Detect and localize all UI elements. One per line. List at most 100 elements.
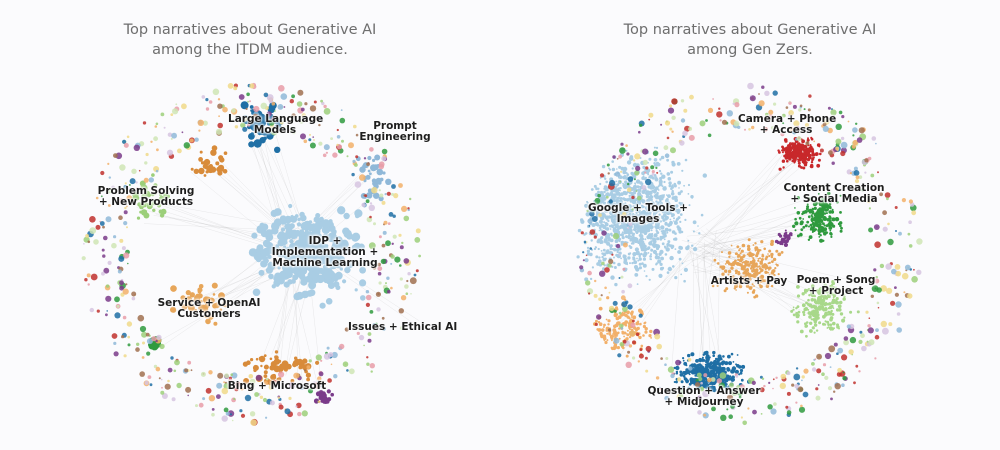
network-edge [708,200,802,234]
network-node [641,185,647,191]
network-node [315,360,320,365]
network-node [287,121,292,125]
network-node [882,327,889,335]
network-node [375,322,378,325]
network-node [770,126,775,130]
network-node [288,396,292,400]
network-node [744,261,747,265]
network-node [600,250,603,252]
network-node [667,223,671,227]
network-node [611,160,614,163]
network-node [821,211,824,215]
network-node [831,300,835,305]
network-node [908,199,913,204]
network-node [745,281,748,284]
network-edge [704,255,712,372]
network-node [359,174,366,181]
network-node [638,257,642,261]
network-node [108,176,112,179]
network-node [820,213,823,217]
network-node [381,326,386,331]
network-node [649,195,652,198]
network-node [696,372,702,378]
network-node [645,178,652,186]
network-node [267,254,272,259]
network-node [367,169,371,173]
network-node [761,254,765,258]
network-node [651,232,654,236]
network-node [838,327,840,330]
network-node [251,232,258,239]
network-node [321,225,330,235]
network-node [830,109,837,116]
network-node [671,115,676,120]
network-node [769,276,773,280]
network-node [151,173,155,177]
network-node [610,232,613,236]
network-node [797,164,801,168]
network-node [608,258,614,265]
network-node [822,294,827,299]
network-node [661,174,666,179]
network-node [684,158,688,162]
network-node [802,218,805,220]
network-node [735,375,739,378]
network-node [300,214,307,222]
network-node [747,263,750,267]
network-node [627,227,630,230]
network-node [318,141,323,146]
network-node [159,213,165,218]
network-node [218,155,224,161]
network-node [781,159,786,163]
network-node [664,227,669,232]
network-node [616,168,618,170]
network-node [610,245,613,248]
network-node [742,420,747,426]
network-node [674,206,677,210]
network-node [810,219,814,222]
network-node [811,284,815,288]
network-node [807,137,809,140]
network-node [828,150,833,156]
network-node [731,375,735,378]
network-node [269,357,273,361]
network-node [700,381,703,385]
network-node [158,209,163,214]
network-node [673,182,677,186]
network-node [796,305,800,308]
network-node [327,378,332,383]
network-node [381,316,385,320]
network-node [840,141,848,149]
network-node [609,228,612,230]
network-node [724,361,729,366]
network-node [643,244,647,249]
network-node [603,239,607,242]
network-node [100,195,103,198]
network-node [635,321,640,326]
network-node [794,221,799,226]
network-node [664,253,668,256]
network-node [589,229,596,235]
network-node [621,224,625,228]
network-node [295,405,298,408]
network-node [730,280,735,284]
network-node [725,386,728,389]
network-node [783,232,787,236]
network-node [867,324,871,328]
network-node [136,216,141,220]
network-edge [671,259,681,375]
network-node [700,367,703,370]
network-node [687,239,690,242]
network-node [740,249,744,253]
network-node [614,171,621,177]
network-node [216,394,221,399]
network-node [747,407,750,410]
network-node [677,180,681,185]
network-node [720,358,723,361]
network-node [654,177,659,182]
network-node [653,242,655,244]
network-node [126,205,128,208]
network-node [819,219,824,223]
network-node [712,354,715,358]
network-node [123,210,128,215]
